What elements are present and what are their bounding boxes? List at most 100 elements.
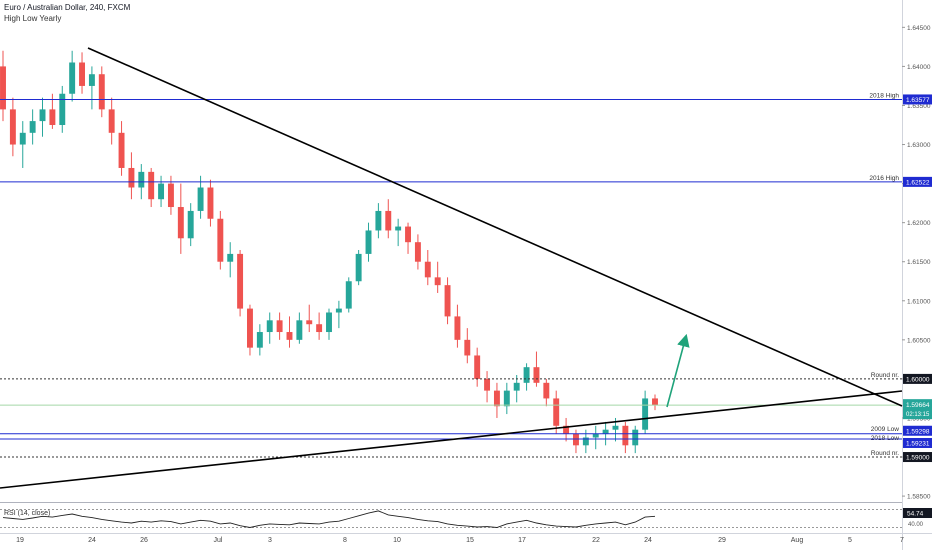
candle-body	[395, 226, 402, 231]
candle-body	[365, 230, 372, 254]
price-label-text: 1.59231	[906, 440, 930, 447]
candle-body	[503, 390, 510, 407]
candle-body	[197, 187, 204, 211]
price-label-box	[903, 437, 932, 448]
candle-body	[276, 320, 283, 333]
candle-body	[266, 320, 273, 333]
y-tick-label: 1.61500	[907, 259, 931, 266]
candle-body	[108, 109, 115, 133]
x-tick-label: 19	[16, 537, 24, 544]
price-label-box	[903, 373, 932, 384]
candle-body	[247, 308, 253, 348]
ascending-trendline	[0, 390, 903, 489]
candle-body	[59, 93, 66, 125]
level-label: 2016 High	[869, 175, 899, 182]
candle-body	[414, 242, 421, 262]
candle-body	[217, 218, 224, 262]
candle-body	[602, 429, 609, 434]
candles	[0, 50, 658, 454]
candle-body	[227, 253, 234, 262]
candle-body	[256, 332, 263, 348]
candle-body	[375, 210, 382, 231]
y-tick-label: 1.60500	[907, 337, 931, 344]
candle-body	[98, 74, 105, 110]
price-label-box	[903, 452, 932, 463]
x-tick-label: 10	[393, 537, 401, 544]
x-tick-label: 24	[88, 537, 96, 544]
candle-body	[207, 187, 214, 219]
candle-body	[0, 66, 6, 110]
candle-body	[296, 320, 303, 340]
candle-body	[69, 62, 76, 94]
level-label: Round nr.	[871, 450, 899, 457]
candle-body	[19, 132, 26, 145]
candle-body	[29, 121, 36, 133]
y-tick-label: 1.63500	[907, 103, 931, 110]
price-label-box	[903, 94, 932, 105]
level-label: 2009 Low	[871, 426, 899, 433]
candle-body	[454, 316, 461, 340]
candle-body	[563, 425, 570, 434]
rsi-value-text: 54.74	[907, 511, 924, 518]
candle-body	[9, 109, 16, 145]
x-tick-label: 15	[466, 537, 474, 544]
y-tick-label: 1.64000	[907, 64, 931, 71]
candle-body	[474, 355, 481, 379]
candle-body	[582, 437, 589, 446]
y-tick-label: 1.61000	[907, 298, 931, 305]
candle-body	[237, 253, 244, 309]
candle-body	[493, 390, 500, 407]
x-tick-label: 29	[718, 537, 726, 544]
candle-body	[167, 183, 174, 208]
x-tick-label: 3	[268, 537, 272, 544]
candle-body	[523, 367, 530, 383]
candle-body	[543, 382, 550, 399]
current-price-text: 1.59664	[906, 402, 930, 409]
x-tick-label: 5	[848, 537, 852, 544]
candle-body	[286, 332, 293, 340]
candle-body	[316, 324, 323, 333]
projection-arrow	[666, 333, 690, 408]
candle-body	[434, 277, 441, 286]
price-label-text: 1.59000	[906, 455, 930, 462]
candle-body	[335, 308, 342, 313]
level-label: 2018 Low	[871, 435, 899, 442]
y-tick-label: 1.62000	[907, 220, 931, 227]
candle-body	[424, 261, 431, 278]
x-tick-label: 8	[343, 537, 347, 544]
rsi-label: RSI (14, close)	[4, 510, 50, 517]
candle-body	[632, 429, 639, 446]
candle-body	[88, 74, 95, 86]
x-tick-label: 24	[644, 537, 652, 544]
indicator-label[interactable]: High Low Yearly	[4, 14, 62, 23]
candle-body	[642, 398, 649, 430]
candle-body	[187, 210, 194, 239]
descending-trendline	[87, 47, 903, 407]
candle-body	[405, 226, 411, 243]
level-label: 2018 High	[869, 92, 899, 99]
rsi-value-box	[903, 508, 932, 518]
candle-body	[148, 171, 155, 200]
y-tick-label: 1.64500	[907, 25, 931, 32]
main-pane	[0, 0, 902, 500]
candle-body	[177, 207, 184, 239]
x-tick-label: 7	[900, 537, 904, 544]
candle-body	[464, 339, 471, 356]
candle-body	[612, 425, 619, 430]
level-label: Round nr.	[871, 372, 899, 379]
price-label-text: 1.60000	[906, 376, 930, 383]
price-label-text: 1.62522	[906, 179, 930, 186]
candle-body	[622, 425, 629, 446]
candle-body	[553, 398, 560, 426]
candle-body	[484, 378, 491, 391]
candle-body	[533, 367, 540, 383]
x-tick-label: Aug	[791, 537, 804, 544]
candle-body	[592, 433, 599, 438]
candle-body	[49, 109, 56, 125]
price-label-text: 1.63577	[906, 97, 930, 104]
symbol-title[interactable]: Euro / Australian Dollar, 240, FXCM	[4, 3, 131, 12]
y-tick-label: 1.58500	[907, 494, 931, 501]
countdown-text: 02:13:15	[906, 412, 930, 418]
